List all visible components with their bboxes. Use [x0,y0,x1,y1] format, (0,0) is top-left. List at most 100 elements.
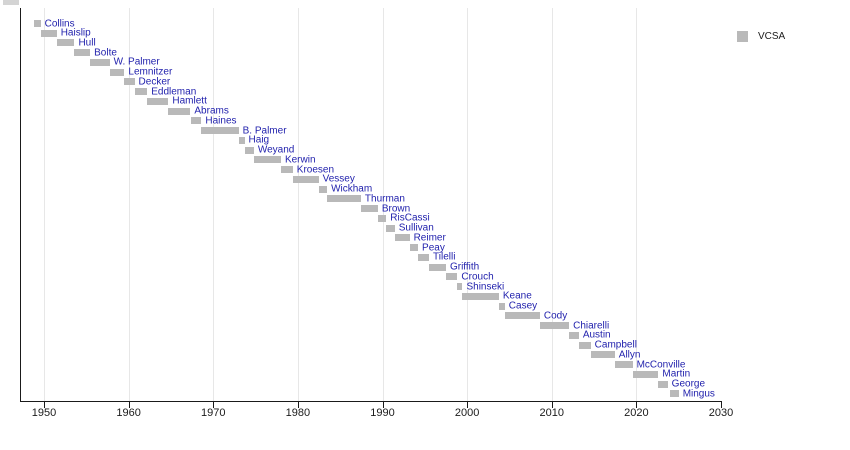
person-label[interactable]: Sullivan [398,222,434,234]
person-label[interactable]: Lemnitzer [128,66,173,78]
term-bar [670,390,679,398]
term-bar [394,234,410,242]
gridline-1950 [44,8,45,401]
person-label[interactable]: Tilelli [433,251,456,263]
term-bar [457,283,463,291]
person-label[interactable]: Haislip [60,27,91,39]
term-bar [409,244,419,252]
gridline-2010 [551,8,553,401]
person-label[interactable]: Collins [44,18,75,29]
gridline-1990 [382,8,384,401]
person-label[interactable]: Martin [662,368,691,380]
person-label[interactable]: B. Palmer [242,125,287,137]
term-bar [539,322,570,330]
term-bar [578,341,591,349]
term-bar [109,68,125,76]
person-label[interactable]: RisCassi [390,212,430,224]
person-label[interactable]: Abrams [194,105,229,117]
term-bar [40,29,57,37]
x-tick-label-2010: 2010 [539,407,564,419]
x-tick-label-1970: 1970 [201,407,226,419]
person-label[interactable]: Hull [78,37,96,49]
term-bar [569,331,579,339]
person-label[interactable]: Allyn [618,349,641,361]
person-label[interactable]: Decker [138,76,171,88]
term-bar [201,127,239,135]
x-tick-2020 [636,401,638,408]
term-bar [238,136,245,144]
x-axis-line [20,401,721,402]
term-bar [327,195,361,203]
x-tick-label-2000: 2000 [454,407,480,419]
person-label[interactable]: Reimer [413,232,446,244]
x-tick-label-2030: 2030 [708,407,734,419]
person-label[interactable]: Keane [502,290,532,302]
term-bar [418,253,430,261]
term-bar [386,224,395,232]
term-bar [614,361,633,369]
person-label[interactable]: Bolte [94,47,117,59]
gridline-1960 [128,8,130,401]
person-label[interactable]: Casey [508,300,538,312]
term-bar [445,273,458,281]
term-bar [292,175,319,183]
person-label[interactable]: Mingus [682,388,715,400]
person-label[interactable]: Weyand [257,144,295,156]
person-label[interactable]: Chiarelli [573,320,610,332]
person-label[interactable]: Cody [543,310,568,322]
legend: VCSA [737,31,785,42]
term-bar [360,205,378,213]
gridline-1970 [213,8,215,401]
person-label[interactable]: Shinseki [466,281,505,293]
term-bar [124,78,135,86]
term-bar [90,58,110,66]
term-bar [280,166,293,174]
person-label[interactable]: George [671,378,706,390]
person-label[interactable]: Kerwin [284,154,316,166]
person-label[interactable]: Austin [582,329,611,341]
term-bar [658,380,668,388]
x-tick-label-1950: 1950 [31,407,57,419]
gridline-2020 [636,8,638,401]
person-label[interactable]: Vessey [322,173,355,185]
top-edge-artifact [3,0,19,5]
person-label[interactable]: Wickham [331,183,373,195]
term-bar [56,39,75,47]
x-tick-2010 [551,401,553,408]
person-label[interactable]: W. Palmer [113,56,160,68]
x-tick-label-1990: 1990 [370,407,395,419]
legend-label: VCSA [758,31,786,42]
term-bar [74,49,91,57]
term-bar [377,214,387,222]
person-label[interactable]: Haig [248,134,270,146]
x-tick-label-1960: 1960 [116,407,141,419]
x-tick-label-2020: 2020 [624,407,649,419]
person-label[interactable]: Campbell [594,339,637,351]
term-bar [253,156,281,164]
person-label[interactable]: Hamlett [172,95,207,107]
term-bar [34,20,41,27]
x-tick-1980 [297,401,299,408]
term-bar [168,107,191,115]
x-tick-1960 [128,401,130,408]
x-tick-2000 [467,401,469,408]
term-bar [190,117,202,125]
person-label[interactable]: McConville [636,359,686,371]
person-label[interactable]: Eddleman [151,86,197,98]
person-label[interactable]: Peay [422,242,445,254]
person-label[interactable]: Griffith [449,261,480,273]
x-tick-1990 [382,401,384,408]
x-tick-2030 [721,401,722,408]
term-bar [498,302,505,310]
term-bar [429,263,446,271]
term-bar [590,351,615,359]
term-bar [134,88,148,96]
term-bar [632,370,659,378]
person-label[interactable]: Kroesen [296,164,335,176]
person-label[interactable]: Thurman [364,193,405,205]
term-bar [244,146,254,154]
person-label[interactable]: Crouch [461,271,494,283]
person-label[interactable]: Brown [381,203,411,215]
person-label[interactable]: Haines [205,115,237,127]
